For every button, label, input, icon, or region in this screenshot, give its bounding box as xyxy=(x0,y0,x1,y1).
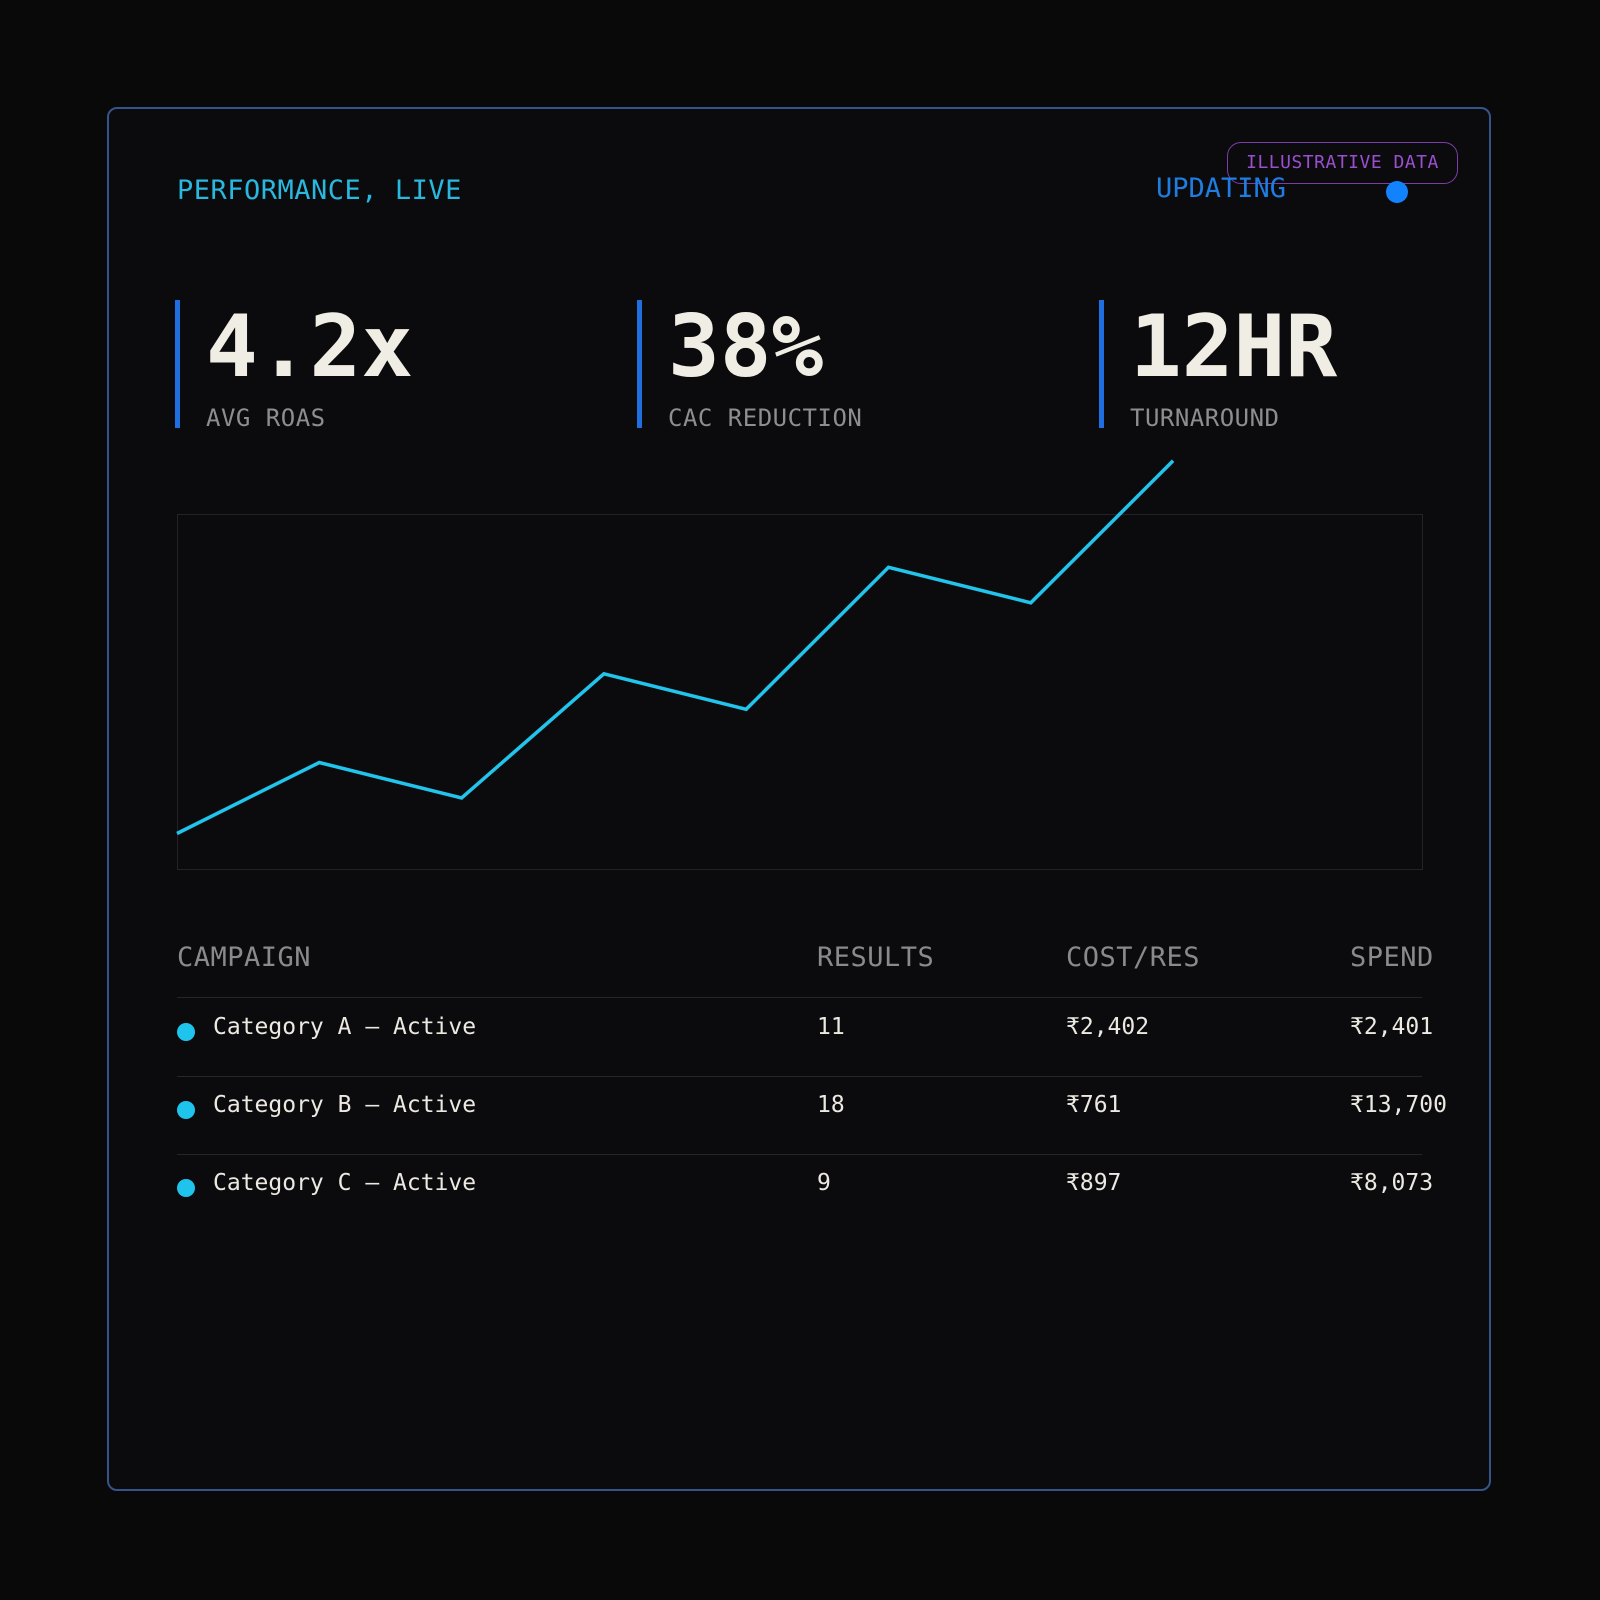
row-divider xyxy=(177,1154,1422,1155)
stat-label: AVG ROAS xyxy=(206,404,326,432)
cell-spend: ₹8,073 xyxy=(1350,1170,1434,1196)
stat-turnaround: 12HR TURNAROUND xyxy=(1099,297,1338,432)
stat-cac-reduction: 38% CAC REDUCTION xyxy=(637,297,862,432)
col-header-spend: SPEND xyxy=(1350,942,1434,973)
row-divider xyxy=(177,997,1422,998)
cell-cost: ₹2,402 xyxy=(1066,1014,1150,1040)
cell-campaign: Category A — Active xyxy=(213,1014,477,1040)
stat-label: TURNAROUND xyxy=(1130,404,1280,432)
col-header-cost: COST/RES xyxy=(1066,942,1201,973)
stat-value: 4.2x xyxy=(206,297,414,397)
cell-campaign: Category C — Active xyxy=(213,1170,477,1196)
cell-campaign: Category B — Active xyxy=(213,1092,477,1118)
updating-status: UPDATING xyxy=(1156,173,1287,204)
status-dot-icon xyxy=(177,1101,195,1119)
row-divider xyxy=(177,1076,1422,1077)
cell-results: 18 xyxy=(817,1092,845,1118)
cell-cost: ₹761 xyxy=(1066,1092,1122,1118)
stat-value: 12HR xyxy=(1130,297,1338,397)
stat-value: 38% xyxy=(668,297,824,397)
cell-cost: ₹897 xyxy=(1066,1170,1122,1196)
stat-label: CAC REDUCTION xyxy=(668,404,863,432)
cell-results: 11 xyxy=(817,1014,845,1040)
card-eyebrow: PERFORMANCE, LIVE xyxy=(177,175,462,206)
cell-spend: ₹13,700 xyxy=(1350,1092,1447,1118)
illustrative-data-badge: ILLUSTRATIVE DATA xyxy=(1227,142,1458,184)
status-dot-icon xyxy=(177,1179,195,1197)
cell-spend: ₹2,401 xyxy=(1350,1014,1434,1040)
cell-results: 9 xyxy=(817,1170,831,1196)
col-header-results: RESULTS xyxy=(817,942,935,973)
col-header-campaign: CAMPAIGN xyxy=(177,942,312,973)
stat-avg-roas: 4.2x AVG ROAS xyxy=(175,297,414,432)
status-dot-icon xyxy=(177,1023,195,1041)
live-indicator-icon xyxy=(1386,181,1408,203)
